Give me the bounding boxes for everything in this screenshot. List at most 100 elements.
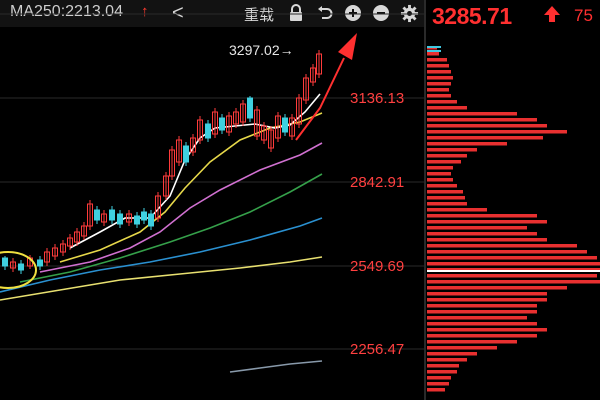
zoom-out-icon[interactable] — [372, 2, 390, 24]
candle-body — [87, 203, 93, 227]
candle-body — [44, 251, 50, 263]
ma250-readout: MA250:2213.04 — [10, 3, 123, 20]
volume-profile-bar — [427, 166, 453, 170]
volume-profile-bar — [427, 280, 600, 284]
candle-body — [2, 257, 8, 267]
volume-profile-bar — [427, 70, 451, 74]
price-change: 75 — [574, 6, 593, 25]
price-level-label: 2256.47 — [350, 341, 405, 358]
candle-body — [176, 139, 182, 163]
volume-profile-bar — [427, 298, 547, 302]
price-level-label: 2842.91 — [350, 174, 405, 191]
volume-profile-marker — [427, 46, 441, 48]
volume-profile-bar — [427, 340, 517, 344]
volume-profile-bar — [427, 82, 451, 86]
candle-body — [74, 231, 80, 243]
candle-body — [219, 117, 225, 131]
candle-body — [117, 213, 123, 225]
candle-body — [163, 175, 169, 197]
volume-profile-bar — [427, 100, 457, 104]
trend-arrow-line — [295, 57, 345, 141]
candle-body — [37, 259, 43, 267]
candle-body — [268, 129, 274, 149]
candle-body — [205, 123, 211, 139]
volume-profile-bar — [427, 352, 477, 356]
volume-profile-bar — [427, 232, 537, 236]
volume-profile-bar — [427, 124, 547, 128]
volume-profile-bar — [427, 256, 597, 260]
volume-profile-bar — [427, 262, 600, 266]
volume-profile-bar — [427, 238, 547, 242]
volume-profile-bar — [427, 334, 537, 338]
candle-body — [10, 261, 16, 269]
zoom-in-icon[interactable] — [344, 2, 362, 24]
volume-profile-bar — [427, 214, 537, 218]
candle-body — [60, 243, 66, 253]
volume-profile-bar — [427, 388, 445, 392]
ma250-line — [229, 360, 323, 373]
volume-profile-bar — [427, 58, 447, 62]
candle-body — [101, 213, 107, 223]
ma5-line — [69, 93, 321, 249]
highlight-ellipse — [0, 251, 37, 289]
volume-profile-bar — [427, 106, 467, 110]
candle-body — [310, 67, 316, 83]
volume-profile-bar — [427, 112, 517, 116]
candle-body — [81, 225, 87, 237]
ma120-line — [0, 256, 323, 301]
settings-gear-icon[interactable] — [400, 2, 419, 24]
volume-profile-bar — [427, 76, 453, 80]
candle-body — [247, 97, 253, 119]
volume-profile-bar — [427, 316, 527, 320]
volume-profile-bar — [427, 184, 457, 188]
volume-profile-bar — [427, 322, 537, 326]
panel-divider — [424, 0, 426, 400]
volume-profile-bar — [427, 142, 507, 146]
candle-body — [289, 117, 295, 137]
candle-body — [94, 209, 100, 221]
candle-body — [169, 149, 175, 177]
price-up-arrow-icon — [543, 5, 561, 28]
volume-profile-bar — [427, 220, 547, 224]
volume-profile-bar — [427, 148, 477, 152]
peak-price-annotation: 3297.02→ — [229, 42, 294, 58]
candle-body — [134, 215, 140, 225]
volume-profile-bar — [427, 136, 543, 140]
candle-body — [226, 115, 232, 133]
volume-profile-bar — [427, 346, 497, 350]
candle-body — [233, 111, 239, 125]
volume-profile-bar — [427, 190, 463, 194]
volume-profile-bar — [427, 94, 451, 98]
volume-profile-bar — [427, 130, 567, 134]
candle-body — [141, 211, 147, 221]
volume-profile-bar — [427, 274, 597, 278]
volume-profile-bar — [427, 172, 451, 176]
current-price: 3285.71 — [432, 3, 512, 29]
ma20-line — [39, 142, 323, 273]
candle-body — [282, 117, 288, 133]
volume-profile-bar — [427, 154, 467, 158]
candle-body — [155, 195, 161, 219]
price-level-label: 3136.13 — [350, 90, 405, 107]
candle-body — [109, 209, 115, 221]
volume-profile-bar — [427, 196, 465, 200]
volume-profile-bar — [427, 370, 457, 374]
candle-body — [316, 53, 322, 75]
price-level-label: 2549.69 — [350, 258, 405, 275]
volume-profile-bar — [427, 286, 567, 290]
candle-body — [197, 119, 203, 141]
candle-body — [296, 97, 302, 125]
volume-profile-bar — [427, 88, 449, 92]
ma30-line — [19, 173, 323, 283]
volume-profile-bar — [427, 202, 467, 206]
trend-arrow-head — [338, 33, 357, 60]
volume-profile-bar — [427, 64, 449, 68]
candle-body — [212, 111, 218, 135]
back-chevron-icon[interactable]: < — [172, 1, 184, 24]
candle-body — [240, 103, 246, 123]
reset-button[interactable]: 重载 — [244, 6, 275, 24]
candle-body — [126, 213, 132, 223]
ma250-up-arrow-icon: ↑ — [141, 3, 149, 20]
volume-profile-bar — [427, 226, 527, 230]
